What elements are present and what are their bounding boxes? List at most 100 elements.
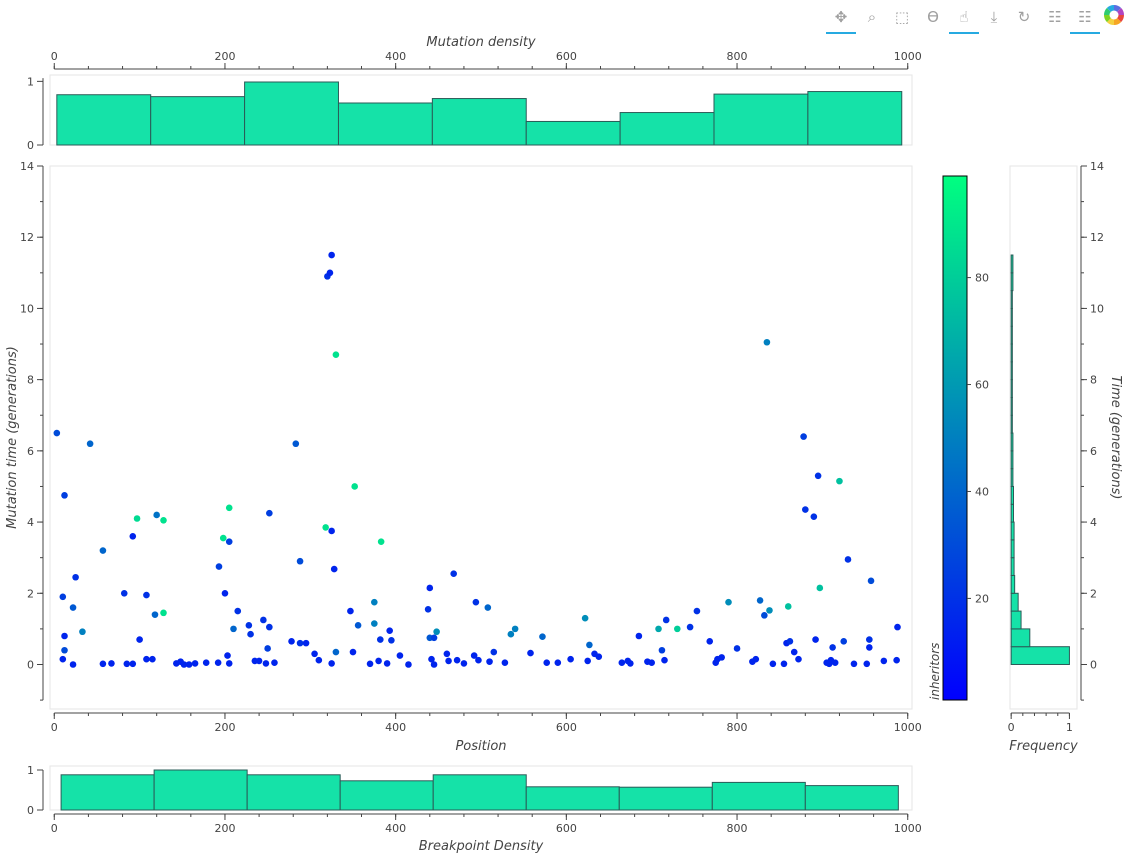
scatter-point [332, 351, 340, 359]
bottom-histogram-bar [432, 774, 527, 811]
main-x-tick-label: 800 [727, 721, 748, 734]
bottom-histogram-bar [618, 786, 713, 811]
scatter-point [539, 633, 546, 641]
top-histogram-x-tick-label: 600 [556, 50, 577, 63]
right-histogram-ylabel: Time (generations) [1108, 376, 1123, 500]
scatter-point [814, 472, 822, 480]
scatter-point [780, 660, 788, 668]
right-histogram-x-tick-label: 1 [1066, 721, 1073, 734]
main-y-tick-label: 0 [27, 658, 34, 671]
scatter-point [836, 477, 843, 485]
right-histogram-bar [1010, 290, 1013, 309]
right-histogram-xlabel: Frequency [1009, 739, 1078, 754]
bottom-histogram-bar [153, 769, 248, 811]
scatter-point [129, 660, 137, 668]
main-x-tick-label: 200 [214, 721, 235, 734]
box-select-tool-icon[interactable]: ⬚ [894, 8, 910, 26]
scatter-point [802, 506, 809, 513]
top-histogram-bar [337, 102, 433, 146]
scatter-point [829, 644, 836, 651]
colorbar-tick-label: 80 [975, 272, 989, 285]
scatter-point [153, 511, 160, 519]
scatter-point [292, 440, 300, 448]
top-histogram-bar [713, 93, 809, 146]
bottom-histogram-x-tick-label: 400 [385, 822, 406, 835]
right-histogram-bar [1010, 414, 1013, 434]
right-histogram-bar [1010, 361, 1013, 381]
scatter-point [315, 656, 323, 664]
scatter-point [426, 584, 434, 592]
top-histogram-y-tick-label: 1 [27, 75, 34, 88]
right-histogram-bar [1010, 628, 1031, 648]
scatter-point [296, 557, 304, 565]
scatter-point [221, 589, 229, 597]
scatter-point [230, 625, 237, 633]
scatter-point [383, 660, 391, 667]
right-histogram-bar [1010, 307, 1013, 327]
scatter-point [351, 483, 358, 490]
scatter-point [769, 660, 777, 668]
scatter-point [658, 646, 666, 654]
scatter-point [332, 648, 340, 656]
scatter-point [790, 648, 798, 656]
scatter-point [311, 650, 318, 658]
main-y-tick-label: 8 [27, 374, 34, 387]
scatter-point [893, 656, 900, 664]
scatter-point [661, 656, 668, 664]
scatter-point [763, 338, 771, 346]
scatter-point [225, 538, 233, 545]
box-zoom-tool-icon[interactable]: ⌕ [867, 8, 877, 26]
scatter-point [800, 433, 807, 440]
scatter-point [328, 251, 335, 259]
colorbar-tick-label: 60 [975, 379, 989, 392]
scatter-point [149, 655, 156, 663]
lasso-select-tool-icon[interactable]: ϴ [927, 8, 939, 26]
scatter-point [376, 636, 384, 643]
scatter-point [648, 659, 655, 667]
pan-tool-icon[interactable]: ✥ [826, 6, 856, 34]
scatter-point [795, 655, 802, 663]
main-y-tick-label: 6 [27, 445, 34, 458]
scatter-point [405, 661, 412, 668]
bokeh-logo-icon[interactable] [1103, 4, 1125, 26]
scatter-point [850, 660, 858, 668]
scatter-point [686, 623, 694, 631]
scatter-point [366, 660, 374, 668]
tap-tool-icon[interactable]: ☝ [949, 6, 979, 34]
right-histogram-bar [1010, 450, 1014, 470]
right-histogram-y-tick-label: 10 [1090, 302, 1104, 315]
hover-tool-icon[interactable]: ☷ [1048, 8, 1062, 26]
scatter-point [266, 623, 273, 631]
scatter-point [450, 570, 457, 577]
scatter-point [214, 659, 222, 667]
scatter-point [262, 660, 270, 667]
main-xlabel: Position [455, 739, 506, 754]
scatter-point [330, 565, 338, 573]
bottom-histogram-bar [246, 774, 341, 811]
scatter-point [543, 659, 551, 667]
right-histogram-bar [1010, 254, 1014, 274]
hover-tool-2-icon[interactable]: ☷ [1070, 6, 1100, 34]
right-histogram-bar [1010, 343, 1013, 363]
save-tool-icon[interactable]: ⤓ [990, 8, 998, 26]
scatter-point [347, 607, 354, 615]
scatter-point [786, 638, 794, 645]
right-histogram-bar [1010, 379, 1013, 398]
scatter-point [86, 440, 94, 448]
bottom-histogram-bar [525, 786, 620, 811]
scatter-point [584, 657, 591, 665]
bottom-histogram-x-tick-label: 0 [51, 822, 58, 835]
scatter-point [260, 616, 267, 624]
scatter-point [863, 660, 871, 668]
scatter-point [673, 625, 681, 633]
main-x-tick-label: 1000 [894, 721, 922, 734]
top-histogram-bar [807, 91, 903, 146]
scatter-point [486, 658, 493, 665]
bottom-histogram-x-tick-label: 200 [214, 822, 235, 835]
scatter-point [595, 653, 603, 660]
right-histogram-bar [1010, 521, 1015, 541]
scatter-point [470, 652, 478, 659]
scatter-point [108, 660, 115, 667]
reset-tool-icon[interactable]: ↻ [1017, 8, 1031, 26]
